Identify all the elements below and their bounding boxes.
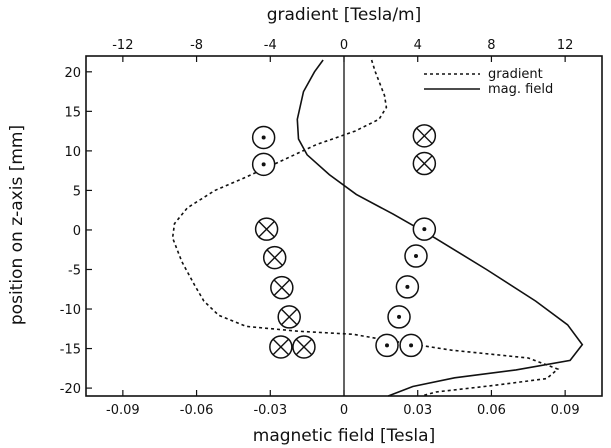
y-tick-label: -15 <box>60 343 81 358</box>
y-tick-label: 5 <box>73 184 81 199</box>
current-in-marker <box>269 335 293 359</box>
magnetic-field-curve <box>296 59 584 397</box>
current-out-marker <box>375 333 399 358</box>
conductor-markers <box>251 124 437 359</box>
legend-gradient-label: gradient <box>488 67 543 82</box>
legend: gradient mag. field <box>424 67 553 97</box>
current-in-marker <box>292 335 316 359</box>
y-tick-label: -20 <box>60 382 81 397</box>
y-tick-label: 0 <box>73 224 81 239</box>
y-tick-label: 20 <box>64 66 81 81</box>
gradient-curve <box>171 59 560 397</box>
current-in-marker <box>412 124 437 148</box>
current-out-marker <box>251 152 276 177</box>
top-tick-label: 12 <box>557 38 574 53</box>
y-tick-label: 15 <box>64 105 81 120</box>
plot-frame <box>85 55 603 397</box>
top-axis-title: gradient [Tesla/m] <box>267 5 422 25</box>
top-tick-label: 8 <box>487 38 495 53</box>
x-tick-label: -0.06 <box>180 403 214 418</box>
current-out-marker <box>399 333 423 358</box>
current-in-marker <box>270 275 294 300</box>
top-ticks: -12 -8 -4 0 4 8 12 <box>112 38 573 62</box>
y-ticks: 20 15 10 5 0 -5 -10 -15 -20 <box>60 66 92 397</box>
current-out-marker <box>404 244 428 268</box>
current-in-marker <box>412 151 437 176</box>
top-tick-label: -8 <box>190 38 203 53</box>
current-in-marker <box>277 305 301 329</box>
current-out-marker <box>412 217 437 241</box>
x-ticks: -0.09 -0.06 -0.03 0 0.03 0.06 0.09 <box>106 390 580 418</box>
current-in-marker <box>262 245 287 270</box>
x-tick-label: 0.09 <box>551 403 580 418</box>
x-tick-label: -0.09 <box>106 403 140 418</box>
y-axis-title: position on z-axis [mm] <box>7 125 27 325</box>
top-tick-label: 4 <box>414 38 422 53</box>
y-tick-label: -5 <box>68 263 81 278</box>
top-tick-label: 0 <box>340 38 348 53</box>
x-tick-label: 0.03 <box>403 403 432 418</box>
y-tick-label: -10 <box>60 303 81 318</box>
current-in-marker <box>254 217 279 241</box>
y-tick-label: 10 <box>64 145 81 160</box>
x-tick-label: -0.03 <box>253 403 287 418</box>
current-out-marker <box>395 275 420 299</box>
x-axis-title: magnetic field [Tesla] <box>253 426 435 446</box>
current-out-marker <box>251 125 276 150</box>
legend-field-label: mag. field <box>488 82 553 97</box>
top-tick-label: -4 <box>264 38 277 53</box>
top-tick-label: -12 <box>112 38 133 53</box>
x-tick-label: 0 <box>340 403 348 418</box>
current-out-marker <box>387 305 411 329</box>
x-tick-label: 0.06 <box>477 403 506 418</box>
